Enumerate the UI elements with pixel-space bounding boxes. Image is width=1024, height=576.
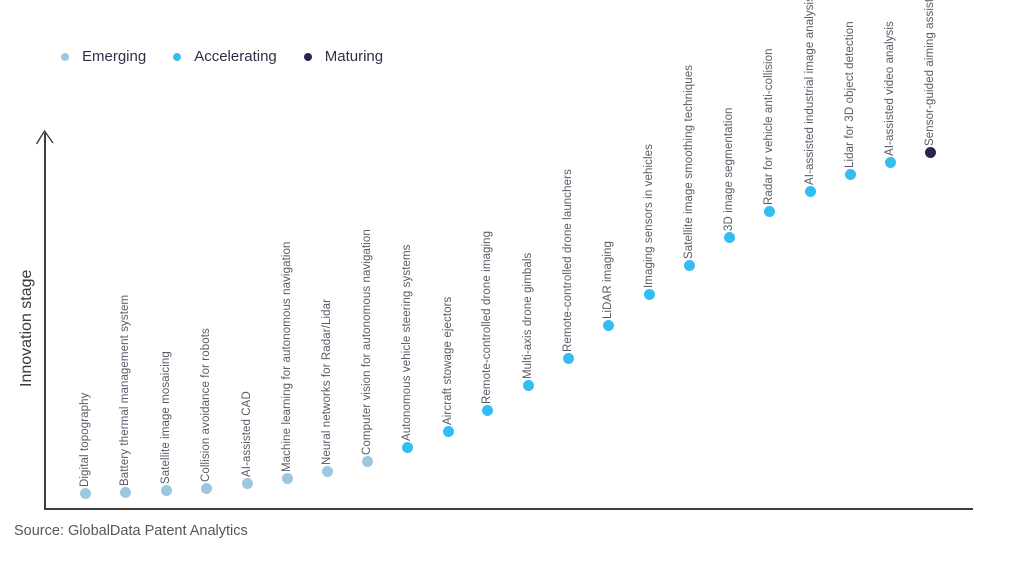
point-label-text: Multi-axis drone gimbals <box>522 252 534 379</box>
scatter-point <box>763 205 775 217</box>
y-axis-title-text: Innovation stage <box>18 269 35 387</box>
scatter-point <box>522 379 534 391</box>
legend-item-emerging: Emerging <box>61 48 146 65</box>
legend-dot-icon <box>173 52 182 61</box>
scatter-point <box>804 185 816 197</box>
scatter-point <box>884 156 896 168</box>
point-label-text: Satellite image smoothing techniques <box>683 64 695 259</box>
point-label-text: Radar for vehicle anti-collision <box>763 48 775 205</box>
legend: Emerging Accelerating Maturing <box>61 48 383 65</box>
legend-label: Accelerating <box>194 48 277 65</box>
legend-item-accelerating: Accelerating <box>173 48 277 65</box>
scatter-point <box>321 465 333 477</box>
scatter-point <box>643 288 655 300</box>
point-label-text: Battery thermal management system <box>119 294 131 486</box>
scatter-point <box>281 472 293 484</box>
point-label-text: Computer vision for autonomous navigatio… <box>361 229 373 455</box>
point-label-text: AI-assisted video analysis <box>884 21 896 156</box>
point-label-text: Remote-controlled drone launchers <box>562 169 574 352</box>
scatter-point <box>79 487 91 499</box>
point-label-text: Aircraft stowage ejectors <box>442 296 454 425</box>
x-axis-line <box>44 508 973 510</box>
legend-dot-icon <box>61 52 69 61</box>
scatter-point <box>241 477 253 489</box>
point-label-text: Satellite image mosaicing <box>160 351 172 484</box>
point-label-text: Digital topography <box>79 392 91 488</box>
y-axis-arrow-icon <box>35 129 54 145</box>
legend-item-maturing: Maturing <box>303 48 384 65</box>
point-label-text: Autonomous vehicle steering systems <box>401 244 413 441</box>
y-axis-line <box>44 133 46 509</box>
scatter-point <box>361 455 373 467</box>
scatter-point <box>200 482 212 494</box>
scatter-point <box>481 404 493 416</box>
scatter-point <box>442 425 454 437</box>
point-label-text: Machine learning for autonomous navigati… <box>281 241 293 472</box>
point-label-text: 3D image segmentation <box>723 107 735 231</box>
source-note: Source: GlobalData Patent Analytics <box>14 523 248 539</box>
scatter-point <box>562 352 574 364</box>
scatter-point <box>401 441 413 453</box>
scatter-point <box>160 484 172 496</box>
point-label-text: AI-assisted industrial image analysis <box>804 0 816 185</box>
point-label-text: Collision avoidance for robots <box>200 328 212 482</box>
point-label-text: AI-assisted CAD <box>241 391 253 477</box>
point-label-text: Lidar for 3D object detection <box>844 21 856 168</box>
point-label-text: Sensor-guided aiming assists <box>924 0 936 146</box>
point-label-text: Neural networks for Radar/Lidar <box>321 298 333 465</box>
legend-label: Maturing <box>324 48 384 65</box>
point-label-text: Remote-controlled drone imaging <box>481 230 493 404</box>
scatter-point <box>723 231 735 243</box>
legend-label: Emerging <box>82 48 147 65</box>
scatter-point <box>844 168 856 180</box>
scatter-point <box>683 259 695 271</box>
legend-dot-icon <box>303 52 312 61</box>
point-label-text: Imaging sensors in vehicles <box>643 144 655 288</box>
scatter-point <box>602 319 614 331</box>
point-label-text: LiDAR imaging <box>602 241 614 319</box>
scatter-point <box>119 486 131 498</box>
scatter-point <box>924 146 936 158</box>
